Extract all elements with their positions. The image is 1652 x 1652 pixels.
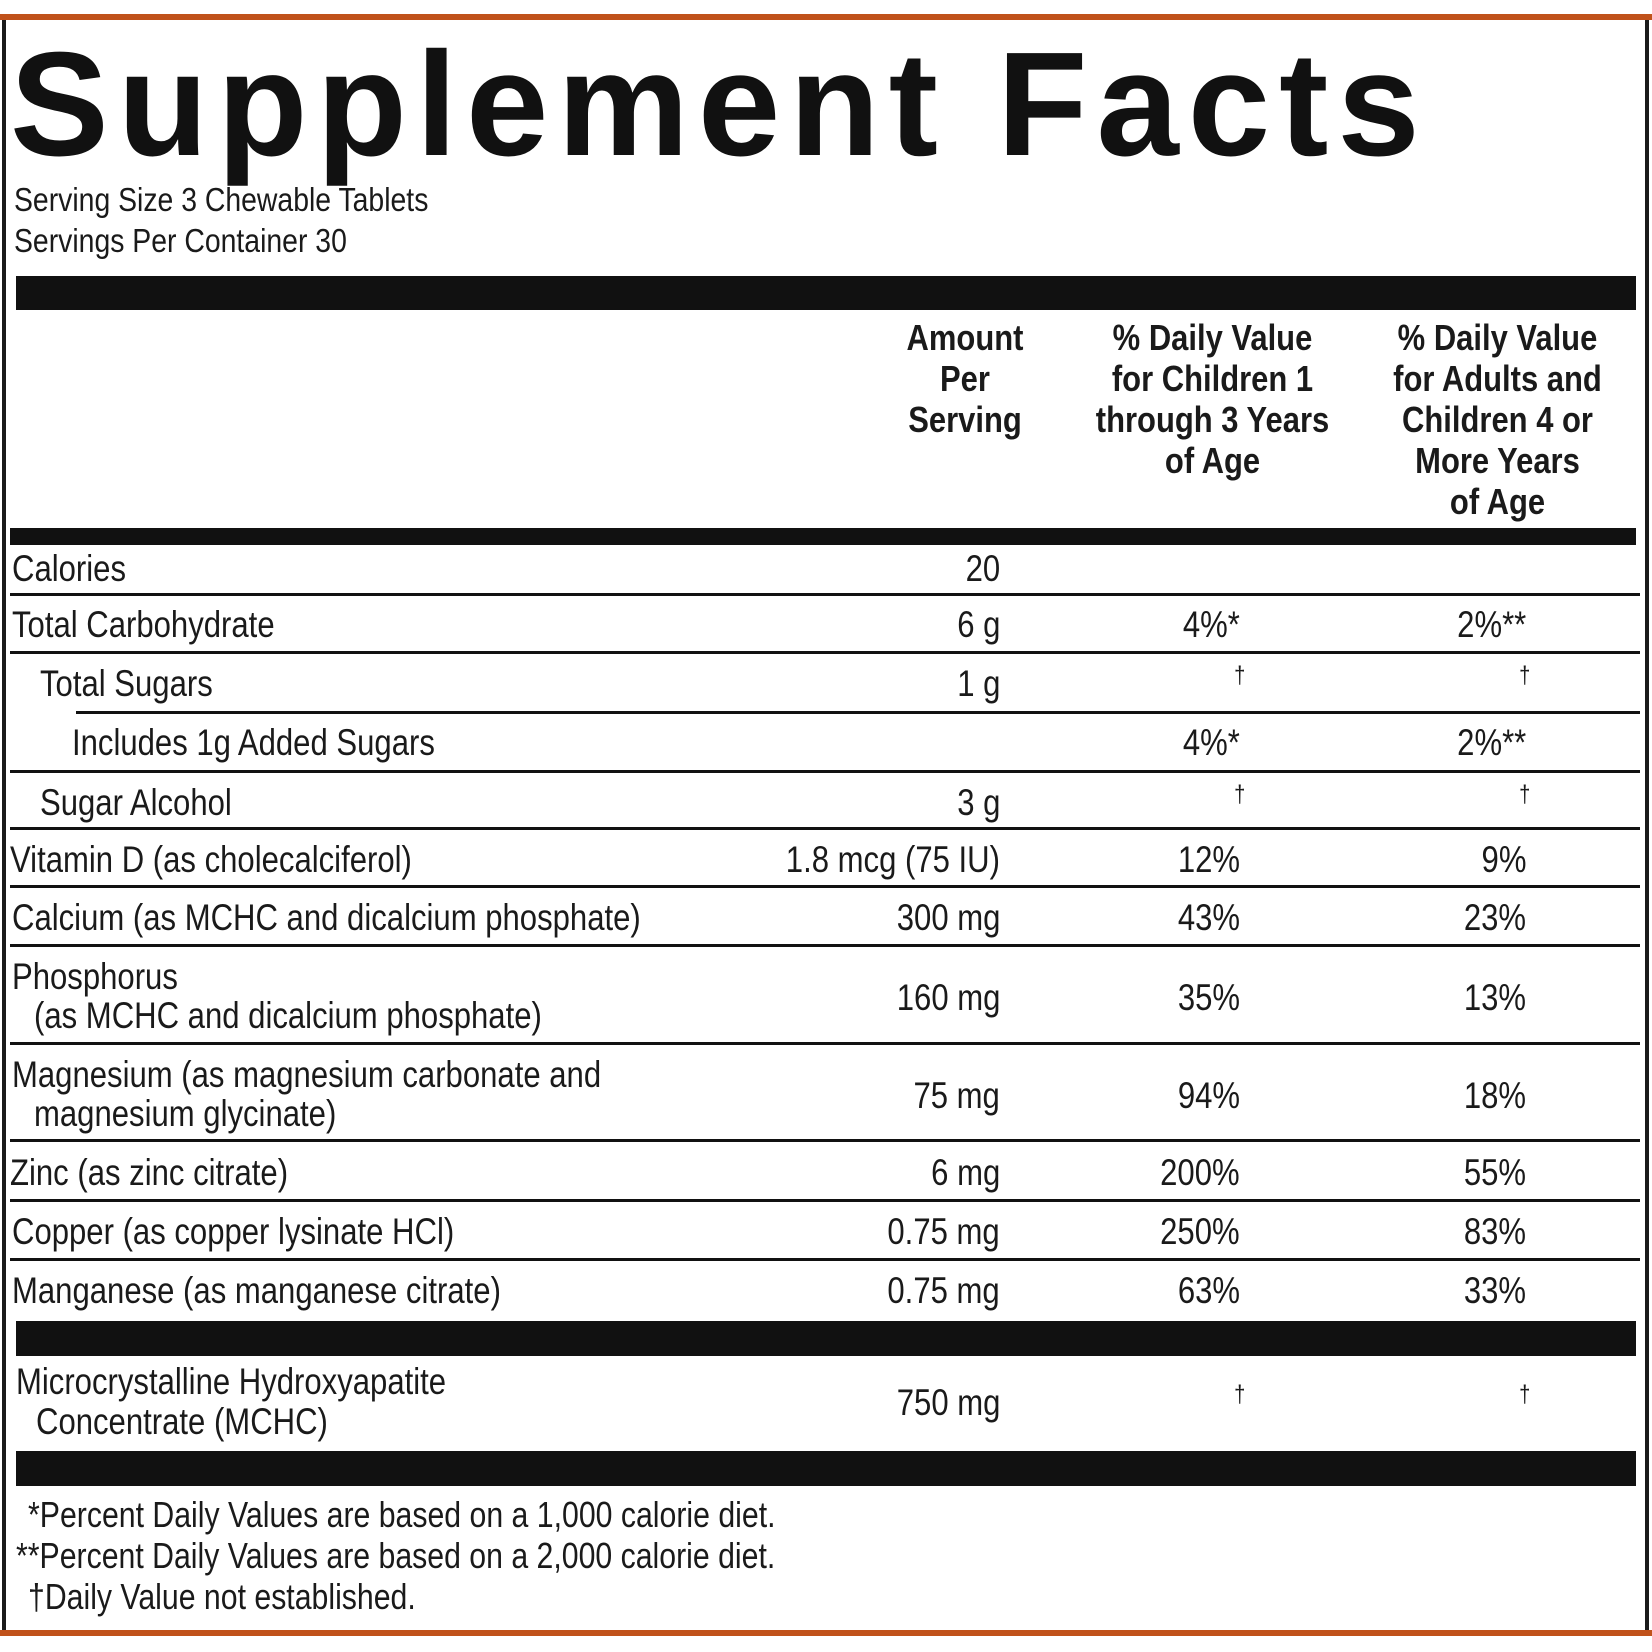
header-line: % Daily Value: [1397, 317, 1598, 358]
dv-adults-value: 2%**: [1456, 604, 1526, 645]
header-line: for Adults and: [1393, 358, 1602, 399]
dv-adults-value: 18%: [1463, 1075, 1526, 1116]
row-divider: [10, 593, 1640, 596]
nutrient-name: Magnesium (as magnesium carbonate and: [12, 1054, 602, 1095]
dv-adults-value: 83%: [1463, 1211, 1526, 1252]
row-divider: [10, 1199, 1640, 1202]
dv-children-value: 63%: [1177, 1270, 1240, 1311]
header-line: through 3 Years: [1095, 399, 1330, 440]
footnote-2000-calorie: **Percent Daily Values are based on a 2,…: [16, 1535, 776, 1576]
nutrient-amount: 75 mg: [913, 1075, 1000, 1116]
nutrient-name: Microcrystalline Hydroxyapatite: [16, 1361, 447, 1402]
header-rule-top: [16, 276, 1636, 310]
footnote-1000-calorie: *Percent Daily Values are based on a 1,0…: [28, 1494, 776, 1535]
nutrient-amount: 300 mg: [896, 897, 1000, 938]
nutrient-name: Includes 1g Added Sugars: [72, 722, 435, 763]
nutrient-name-detail: (as MCHC and dicalcium phosphate): [34, 995, 542, 1036]
row-divider: [10, 1139, 1640, 1142]
header-line: % Daily Value: [1112, 317, 1313, 358]
nutrient-name: Copper (as copper lysinate HCl): [12, 1211, 455, 1252]
nutrient-name-detail: magnesium glycinate): [34, 1093, 337, 1134]
nutrient-amount: 1 g: [956, 663, 1000, 704]
dv-children-value: 250%: [1160, 1211, 1240, 1252]
dagger-mark: †: [1518, 1381, 1530, 1408]
nutrient-amount: 0.75 mg: [887, 1211, 1000, 1252]
section-rule: [16, 1321, 1636, 1356]
dv-children-value: 43%: [1177, 897, 1240, 938]
header-line: of Age: [1449, 481, 1546, 522]
dv-adults-value: 55%: [1463, 1152, 1526, 1193]
nutrient-amount: 1.8 mcg (75 IU): [785, 839, 1000, 880]
dv-children-value: 12%: [1177, 839, 1240, 880]
dv-children-value: 200%: [1160, 1152, 1240, 1193]
nutrient-amount: 20: [965, 548, 1000, 589]
dv-adults-value: 13%: [1463, 977, 1526, 1018]
row-divider: [10, 1258, 1640, 1261]
header-line: Per: [940, 358, 990, 399]
nutrient-name: Phosphorus: [12, 956, 178, 997]
dagger-mark: †: [1233, 662, 1245, 689]
header-line: Serving: [908, 399, 1022, 440]
nutrient-amount: 6 mg: [930, 1152, 1000, 1193]
row-divider: [10, 944, 1640, 947]
nutrient-amount: 6 g: [956, 604, 1000, 645]
nutrient-name: Sugar Alcohol: [40, 782, 232, 823]
dagger-mark: †: [1233, 781, 1245, 808]
nutrient-amount: 750 mg: [896, 1382, 1000, 1423]
dv-adults-value: 9%: [1481, 839, 1526, 880]
panel-title: Supplement Facts: [10, 22, 1429, 187]
top-border: [0, 14, 1652, 20]
dv-adults-value: 2%**: [1456, 722, 1526, 763]
nutrient-amount: 0.75 mg: [887, 1270, 1000, 1311]
amount-per-serving-header: Amount Per Serving: [879, 317, 1051, 440]
dagger-mark: †: [1518, 662, 1530, 689]
bottom-border: [0, 1630, 1652, 1636]
dv-adults-header: % Daily Value for Adults and Children 4 …: [1379, 317, 1616, 522]
left-border: [2, 20, 6, 1630]
nutrient-amount: 3 g: [956, 782, 1000, 823]
right-border: [1645, 20, 1649, 1630]
nutrient-name: Total Sugars: [40, 663, 213, 704]
header-line: Children 4 or: [1402, 399, 1593, 440]
header-rule-bottom: [10, 528, 1636, 545]
nutrient-name: Calories: [12, 548, 127, 589]
nutrient-name: Zinc (as zinc citrate): [10, 1152, 289, 1193]
dv-adults-value: 23%: [1463, 897, 1526, 938]
dv-children-value: 4%*: [1182, 722, 1240, 763]
nutrient-name-detail: Concentrate (MCHC): [36, 1401, 328, 1442]
dv-children-value: 4%*: [1182, 604, 1240, 645]
row-divider: [10, 885, 1640, 888]
footnote-dv-not-established: †Daily Value not established.: [28, 1576, 416, 1617]
dv-adults-value: 33%: [1463, 1270, 1526, 1311]
nutrient-name: Vitamin D (as cholecalciferol): [10, 839, 412, 880]
nutrient-amount: 160 mg: [896, 977, 1000, 1018]
dagger-mark: †: [1518, 781, 1530, 808]
nutrient-name: Manganese (as manganese citrate): [12, 1270, 501, 1311]
row-divider: [10, 1042, 1640, 1045]
header-line: More Years: [1415, 440, 1580, 481]
nutrient-name: Total Carbohydrate: [12, 604, 275, 645]
header-line: for Children 1: [1111, 358, 1314, 399]
dv-children-value: 94%: [1177, 1075, 1240, 1116]
dv-children-value: 35%: [1177, 977, 1240, 1018]
header-line: of Age: [1164, 440, 1261, 481]
dv-children-header: % Daily Value for Children 1 through 3 Y…: [1090, 317, 1335, 481]
row-divider: [10, 827, 1640, 830]
serving-size: Serving Size 3 Chewable Tablets: [14, 181, 429, 218]
row-divider: [10, 651, 1640, 654]
nutrient-name: Calcium (as MCHC and dicalcium phosphate…: [12, 897, 641, 938]
footer-rule: [16, 1451, 1636, 1486]
dagger-mark: †: [1233, 1381, 1245, 1408]
row-divider: [10, 770, 1640, 773]
servings-per-container: Servings Per Container 30: [14, 222, 347, 259]
header-line: Amount: [906, 317, 1024, 358]
row-divider: [76, 711, 1640, 714]
